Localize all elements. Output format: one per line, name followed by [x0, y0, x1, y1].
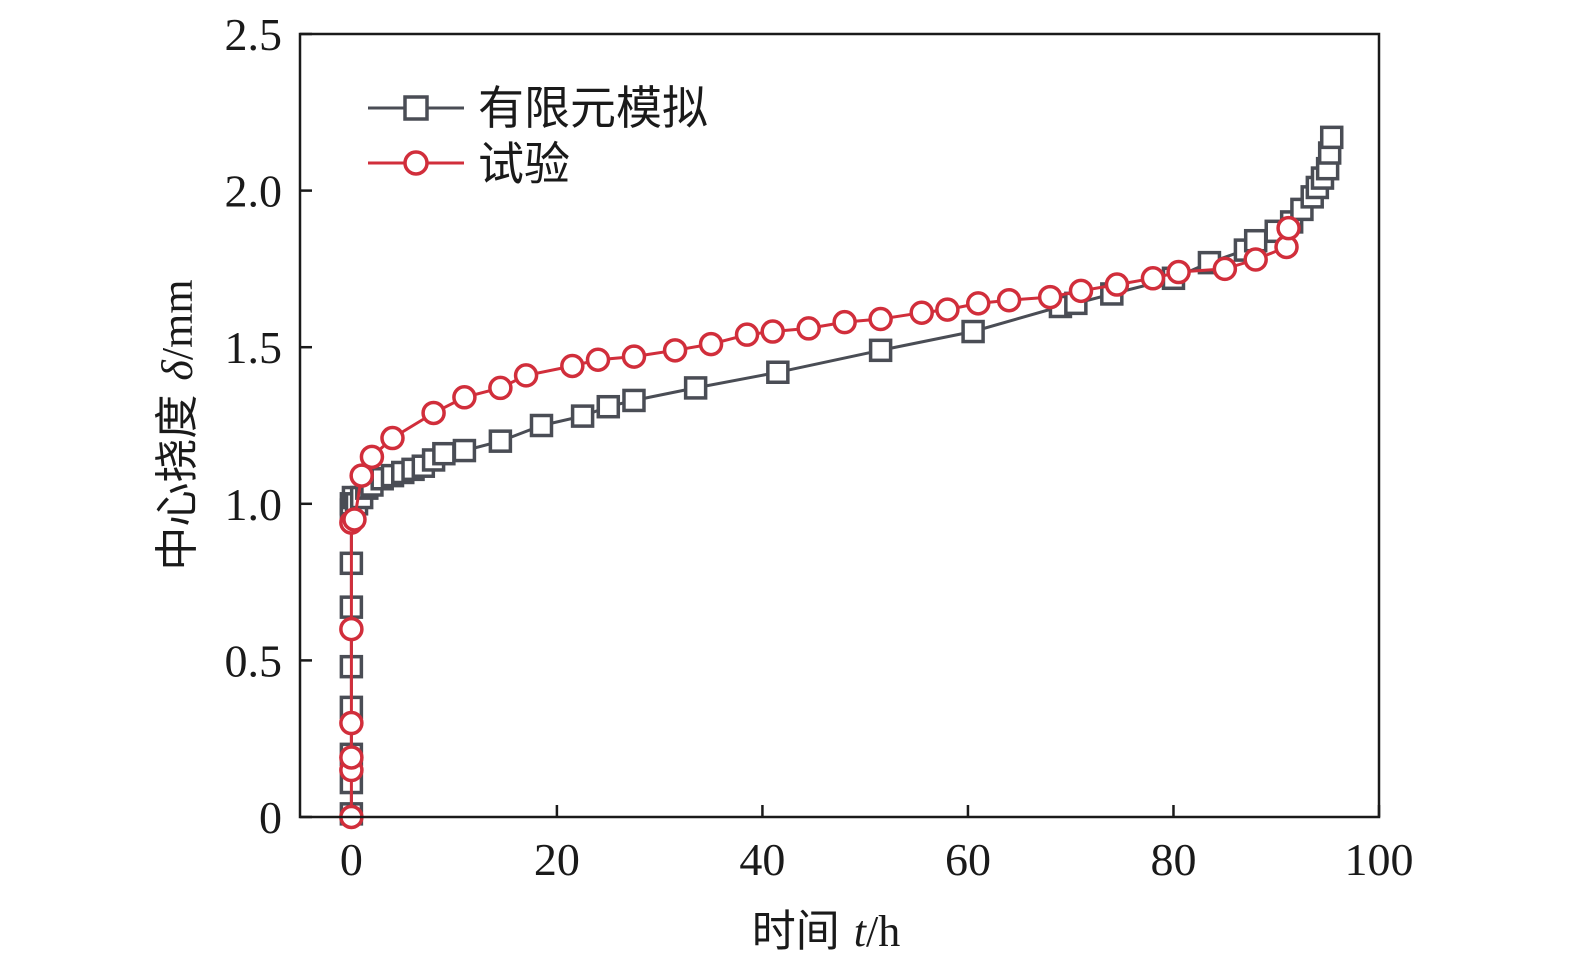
data-point-fem — [868, 338, 893, 363]
y-axis-title: 中心挠度 δ/mm — [152, 279, 203, 570]
legend-label-test: 试验 — [478, 137, 570, 191]
x-tick-label: 0 — [340, 834, 363, 885]
data-point-test — [1037, 284, 1063, 310]
data-point-test — [513, 363, 539, 388]
data-point-fem — [432, 441, 456, 466]
data-point-test — [1243, 247, 1268, 272]
data-point-test — [1068, 278, 1094, 304]
legend-marker-circle — [403, 150, 429, 176]
y-tick-label: 1.0 — [225, 479, 283, 530]
x-tick-label: 80 — [1150, 834, 1196, 885]
legend-entry-test: 试验 — [368, 137, 570, 191]
data-point-test — [339, 745, 364, 770]
data-point-test — [585, 347, 611, 372]
data-point-test — [760, 319, 785, 344]
data-point-test — [1104, 272, 1130, 297]
data-point-test — [452, 385, 477, 410]
data-point-test — [1166, 259, 1191, 285]
data-point-test — [488, 375, 513, 401]
legend-entry-fem: 有限元模拟 — [368, 81, 708, 135]
data-point-test — [560, 353, 585, 379]
y-tick-label: 0 — [259, 792, 282, 843]
data-point-test — [380, 425, 405, 451]
data-point-test — [342, 507, 367, 532]
data-point-test — [1140, 266, 1166, 291]
data-point-test — [698, 331, 724, 357]
data-point-test — [965, 291, 991, 316]
data-point-test — [996, 287, 1022, 313]
data-point-fem — [529, 413, 554, 438]
data-point-fem — [961, 319, 985, 344]
data-point-test — [868, 306, 893, 332]
data-point-test — [1276, 215, 1301, 241]
series-1 — [339, 215, 1301, 830]
y-tick-label: 2.5 — [225, 9, 283, 60]
data-point-test — [339, 616, 364, 642]
x-axis-title-symbol: t — [854, 907, 868, 956]
data-point-fem — [596, 394, 621, 419]
data-point-test — [796, 316, 821, 341]
x-axis-title-prefix: 时间 — [752, 906, 854, 957]
data-point-fem — [766, 360, 790, 385]
x-tick-label: 60 — [945, 834, 991, 885]
data-point-test — [1212, 256, 1238, 282]
series-line-0 — [349, 137, 1334, 814]
axis-ticks — [300, 32, 1381, 819]
data-point-fem — [683, 376, 708, 400]
legend: 有限元模拟 试验 — [368, 81, 708, 191]
series-layer — [339, 125, 1344, 830]
y-tick-label: 2.0 — [225, 166, 283, 217]
data-point-test — [734, 322, 760, 347]
data-point-test — [359, 444, 385, 470]
y-tick-label: 1.5 — [225, 322, 283, 373]
plot-frame — [298, 32, 1381, 819]
legend-marker-square — [403, 95, 429, 121]
x-axis-title: 时间 t/h — [752, 906, 900, 957]
series-0 — [339, 125, 1344, 826]
y-axis-title-symbol: δ — [153, 359, 202, 381]
y-axis-title-prefix: 中心挠度 — [152, 381, 203, 571]
data-point-test — [621, 344, 647, 369]
data-point-test — [909, 300, 934, 325]
x-tick-label: 100 — [1345, 834, 1414, 885]
data-point-fem — [452, 438, 477, 463]
y-axis-title-unit: /mm — [153, 279, 202, 360]
data-point-test — [421, 400, 446, 426]
data-point-fem — [622, 388, 646, 413]
series-line-1 — [349, 228, 1291, 817]
data-point-test — [935, 297, 960, 322]
data-point-test — [349, 463, 374, 488]
legend-label-fem: 有限元模拟 — [478, 81, 708, 135]
x-axis-title-unit: /h — [866, 907, 900, 956]
data-point-fem — [488, 429, 513, 453]
x-tick-label: 40 — [739, 834, 785, 885]
x-tick-label: 20 — [534, 834, 580, 885]
data-point-fem — [1319, 125, 1344, 150]
data-point-fem — [570, 404, 595, 428]
data-point-test — [832, 309, 857, 335]
data-point-test — [339, 710, 364, 736]
y-tick-label: 0.5 — [225, 635, 283, 686]
tick-labels: 0 20 40 60 80 100 0 0.5 1.0 1.5 2.0 2.5 — [225, 9, 1414, 885]
data-point-test — [662, 338, 688, 363]
